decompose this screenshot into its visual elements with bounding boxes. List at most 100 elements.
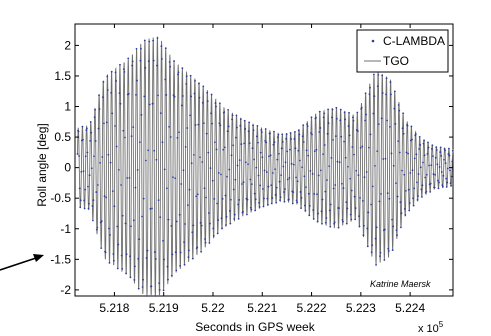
c-lambda-point <box>237 218 240 220</box>
c-lambda-point <box>191 257 194 260</box>
c-lambda-point <box>192 224 195 227</box>
c-lambda-point <box>116 225 119 228</box>
c-lambda-point <box>190 162 193 165</box>
c-lambda-point <box>231 118 233 121</box>
c-lambda-point <box>444 162 447 165</box>
c-lambda-point <box>127 92 130 95</box>
c-lambda-point <box>443 158 445 161</box>
c-lambda-point <box>91 205 94 207</box>
c-lambda-point <box>376 150 379 153</box>
c-lambda-point <box>419 144 422 146</box>
c-lambda-point <box>311 133 313 136</box>
c-lambda-point <box>242 210 244 213</box>
c-lambda-point <box>88 202 90 205</box>
c-lambda-point <box>137 257 140 260</box>
c-lambda-point <box>435 149 438 151</box>
c-lambda-point <box>369 86 371 89</box>
c-lambda-point <box>325 217 328 219</box>
c-lambda-point <box>206 100 209 103</box>
c-lambda-point <box>369 133 372 136</box>
c-lambda-point <box>247 130 250 133</box>
c-lambda-point <box>322 116 325 119</box>
c-lambda-point <box>377 123 380 126</box>
c-lambda-point <box>423 154 426 157</box>
c-lambda-point <box>239 124 242 127</box>
c-lambda-point <box>209 167 212 170</box>
c-lambda-point <box>427 141 429 144</box>
c-lambda-point <box>103 122 105 125</box>
c-lambda-point <box>143 95 146 98</box>
c-lambda-point <box>188 249 190 252</box>
c-lambda-point <box>171 253 174 256</box>
c-lambda-point <box>122 129 125 132</box>
c-lambda-point <box>233 217 236 220</box>
c-lambda-point <box>205 196 207 199</box>
c-lambda-point <box>309 170 312 172</box>
c-lambda-point <box>168 125 170 128</box>
c-lambda-point <box>157 94 159 97</box>
c-lambda-point <box>163 168 166 171</box>
c-lambda-point <box>281 141 284 143</box>
c-lambda-point <box>338 207 340 209</box>
c-lambda-point <box>319 169 322 172</box>
c-lambda-point <box>348 111 350 114</box>
c-lambda-point <box>360 106 363 109</box>
c-lambda-point <box>115 145 118 148</box>
c-lambda-point <box>330 157 333 159</box>
c-lambda-point <box>375 263 377 266</box>
c-lambda-point <box>226 130 229 133</box>
c-lambda-point <box>307 192 310 195</box>
c-lambda-point <box>234 136 237 139</box>
c-lambda-point <box>423 139 425 142</box>
c-lambda-point <box>178 131 180 134</box>
c-lambda-point <box>105 196 108 199</box>
c-lambda-point <box>228 168 231 171</box>
c-lambda-point <box>112 253 115 255</box>
c-lambda-point <box>125 272 127 275</box>
c-lambda-point <box>399 201 402 204</box>
c-lambda-point <box>412 197 414 200</box>
c-lambda-point <box>407 188 410 191</box>
c-lambda-point <box>389 81 392 83</box>
c-lambda-point <box>323 112 326 115</box>
c-lambda-point <box>111 190 114 193</box>
c-lambda-point <box>326 179 328 181</box>
c-lambda-point <box>285 137 288 140</box>
c-lambda-point <box>366 227 369 230</box>
c-lambda-point <box>156 64 158 67</box>
c-lambda-point <box>286 178 289 181</box>
c-lambda-point <box>451 149 454 152</box>
c-lambda-point <box>296 201 299 204</box>
c-lambda-point <box>249 178 252 181</box>
c-lambda-point <box>291 202 294 205</box>
c-lambda-point <box>364 119 366 122</box>
c-lambda-point <box>417 195 419 197</box>
c-lambda-point <box>196 193 199 196</box>
c-lambda-point <box>422 142 425 145</box>
c-lambda-point <box>415 153 418 156</box>
c-lambda-point <box>404 189 407 192</box>
x-tick-label: 5.22 <box>201 301 225 315</box>
c-lambda-point <box>122 68 125 71</box>
c-lambda-point <box>99 161 101 164</box>
c-lambda-point <box>90 131 93 134</box>
c-lambda-point <box>272 143 275 146</box>
c-lambda-point <box>384 157 387 160</box>
c-lambda-point <box>427 146 430 149</box>
c-lambda-point <box>124 136 126 139</box>
c-lambda-point <box>263 197 265 200</box>
c-lambda-point <box>322 153 324 156</box>
c-lambda-point <box>434 156 437 159</box>
c-lambda-point <box>159 112 162 115</box>
c-lambda-point <box>450 184 453 187</box>
c-lambda-point <box>219 124 222 127</box>
c-lambda-point <box>252 124 254 127</box>
c-lambda-point <box>265 171 268 173</box>
c-lambda-point <box>283 191 285 193</box>
c-lambda-point <box>343 140 345 143</box>
c-lambda-point <box>205 132 208 135</box>
c-lambda-point <box>303 204 306 207</box>
c-lambda-point <box>342 187 345 190</box>
c-lambda-point <box>117 168 120 171</box>
c-lambda-point <box>250 208 253 211</box>
